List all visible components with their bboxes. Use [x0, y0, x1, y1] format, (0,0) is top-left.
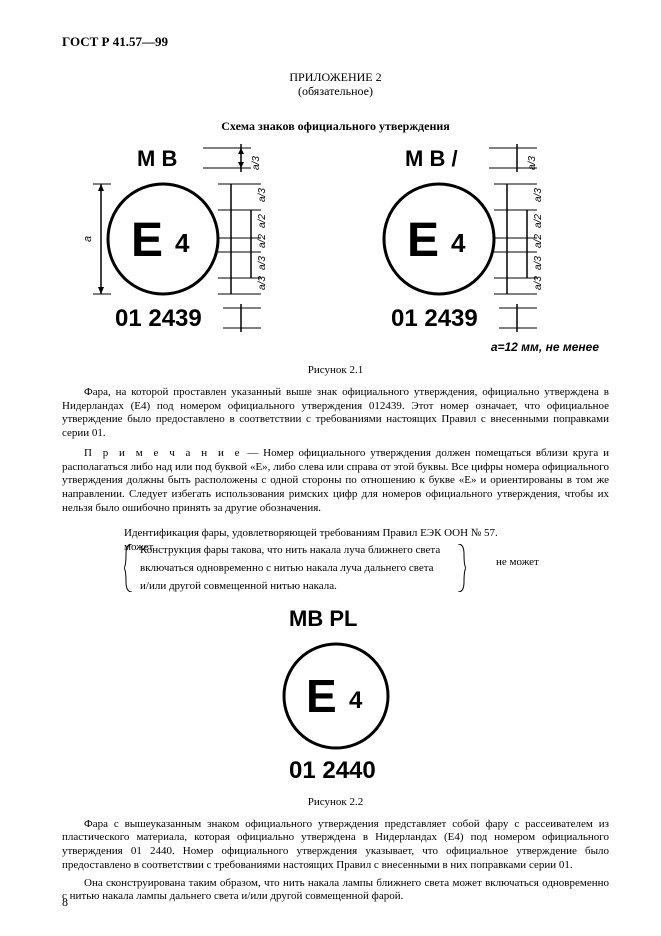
- svg-text:M B /: M B /: [405, 146, 458, 171]
- svg-text:a: a: [83, 236, 94, 242]
- brace-line2: Конструкция фары такова, что нить накала…: [140, 544, 450, 558]
- appendix-title: ПРИЛОЖЕНИЕ 2: [289, 70, 381, 84]
- brace-block: Идентификация фары, удовлетворяющей треб…: [62, 527, 609, 598]
- svg-text:a/2: a/2: [257, 233, 268, 247]
- svg-text:a/3: a/3: [533, 187, 544, 201]
- scheme-title: Схема знаков официального утверждения: [62, 119, 609, 134]
- svg-text:4: 4: [451, 228, 466, 258]
- svg-text:a/2: a/2: [533, 213, 544, 227]
- svg-text:a/2: a/2: [257, 213, 268, 227]
- appendix-title-block: ПРИЛОЖЕНИЕ 2 (обязательное): [62, 70, 609, 99]
- svg-text:a/3: a/3: [257, 255, 268, 269]
- svg-text:a/3: a/3: [533, 255, 544, 269]
- approval-mark-left: M B a/3 E 4: [83, 144, 313, 334]
- svg-text:MB PL: MB PL: [289, 606, 357, 631]
- brace-line4: и/или другой совмещенной нитью накала.: [140, 580, 450, 594]
- brace-line1: Идентификация фары, удовлетворяющей треб…: [124, 527, 609, 541]
- svg-text:4: 4: [349, 687, 363, 714]
- figure-2-2-caption: Рисунок 2.2: [62, 796, 609, 808]
- dimension-note-a: a=12 мм, не менее: [62, 340, 609, 354]
- paragraph-3: Она сконструирована таким образом, что н…: [62, 877, 609, 905]
- svg-text:a/3: a/3: [527, 155, 538, 169]
- paragraph-2: Фара с вышеуказанным знаком официального…: [62, 818, 609, 873]
- figure-2-1: M B a/3 E 4: [62, 144, 609, 334]
- svg-text:a/3: a/3: [257, 187, 268, 201]
- svg-text:4: 4: [175, 228, 190, 258]
- brace-left-label: может: [124, 541, 153, 553]
- note-label: П р и м е ч а н и е: [84, 447, 243, 459]
- figure-2-1-caption: Рисунок 2.1: [62, 364, 609, 376]
- svg-text:E: E: [306, 670, 337, 722]
- page-number: 8: [62, 895, 68, 910]
- note-1: П р и м е ч а н и е — Номер официального…: [62, 447, 609, 516]
- svg-text:a/3: a/3: [533, 275, 544, 289]
- standard-header: ГОСТ Р 41.57—99: [62, 34, 609, 50]
- svg-text:01 2440: 01 2440: [289, 757, 376, 784]
- svg-text:E: E: [131, 214, 163, 267]
- svg-text:M B: M B: [137, 146, 177, 171]
- svg-text:01 2439: 01 2439: [115, 305, 202, 332]
- approval-mark-single: MB PL E 4 01 2440: [251, 606, 421, 786]
- approval-mark-right: M B / a/3 E 4 a/3: [359, 144, 589, 334]
- appendix-subtitle: (обязательное): [298, 84, 373, 98]
- svg-text:a/3: a/3: [257, 275, 268, 289]
- brace-line3: включаться одновременно с нитью накала л…: [140, 562, 450, 576]
- figure-2-2: MB PL E 4 01 2440: [62, 606, 609, 786]
- svg-text:a/2: a/2: [533, 233, 544, 247]
- brace-right-label: не может: [496, 556, 539, 568]
- svg-text:a/3: a/3: [251, 155, 262, 169]
- paragraph-1: Фара, на которой проставлен указанный вы…: [62, 386, 609, 441]
- right-brace-icon: [456, 544, 466, 592]
- svg-text:E: E: [407, 214, 439, 267]
- svg-text:01 2439: 01 2439: [391, 305, 478, 332]
